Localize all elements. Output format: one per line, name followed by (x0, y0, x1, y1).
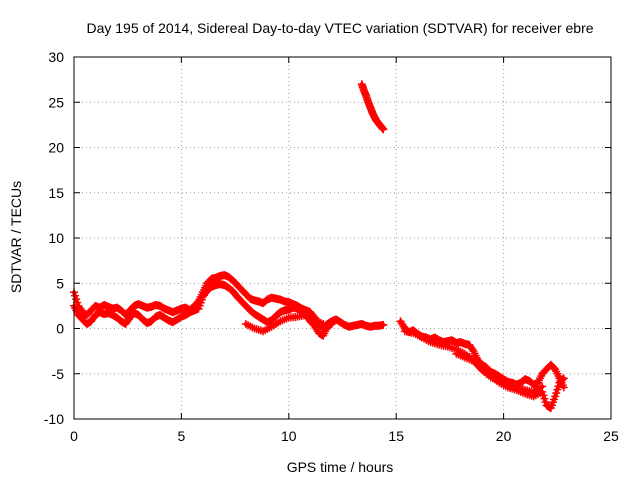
x-tick-label: 10 (281, 428, 297, 444)
axis-ticks: 0 5 10 15 20 25 -10 -5 0 5 10 15 20 25 30 (44, 49, 619, 444)
y-tick-label: 25 (48, 94, 64, 110)
series-sdtvar-b (70, 280, 336, 340)
data-series (70, 80, 568, 413)
x-tick-label: 25 (603, 428, 619, 444)
data-point (379, 125, 388, 134)
y-tick-label: 10 (48, 230, 64, 246)
series-sdtvar-c (241, 310, 328, 336)
y-tick-label: 5 (56, 275, 64, 291)
y-tick-label: -10 (44, 411, 64, 427)
y-tick-label: 15 (48, 185, 64, 201)
x-tick-label: 0 (70, 428, 78, 444)
data-point (538, 382, 547, 391)
data-point (559, 374, 568, 383)
x-tick-label: 15 (388, 428, 404, 444)
x-axis-label: GPS time / hours (287, 459, 394, 475)
x-tick-label: 5 (178, 428, 186, 444)
x-tick-label: 20 (496, 428, 512, 444)
data-point (558, 375, 567, 384)
grid (74, 57, 611, 419)
y-tick-label: -5 (52, 366, 65, 382)
data-point (379, 320, 388, 329)
chart-title: Day 195 of 2014, Sidereal Day-to-day VTE… (86, 20, 593, 36)
series-sdtvar-d (357, 80, 388, 134)
y-axis-label: SDTVAR / TECUs (8, 181, 24, 293)
y-tick-label: 30 (48, 49, 64, 65)
y-tick-label: 0 (56, 321, 64, 337)
series-sdtvar-g (452, 349, 547, 396)
y-tick-label: 20 (48, 140, 64, 156)
data-point (559, 383, 568, 392)
data-point (327, 319, 336, 328)
data-point (319, 319, 328, 328)
